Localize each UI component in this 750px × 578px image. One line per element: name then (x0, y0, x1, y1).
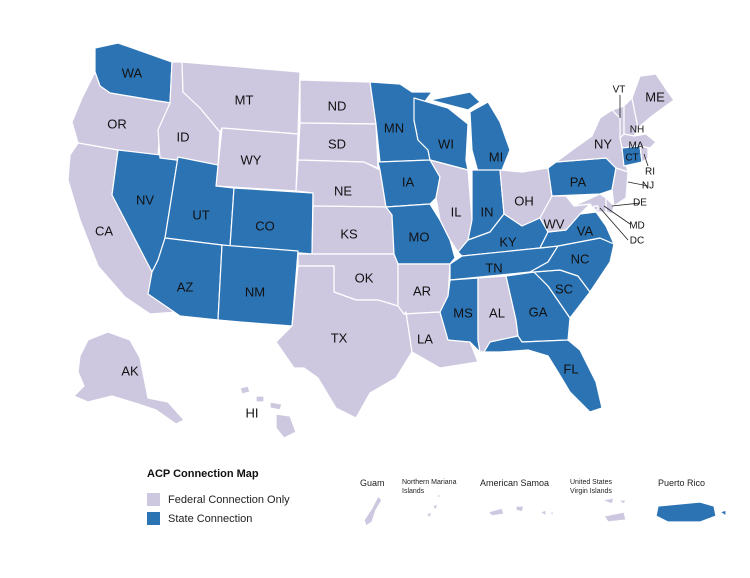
label-az: AZ (177, 279, 194, 294)
label-ri: RI (645, 167, 655, 178)
label-wa: WA (122, 65, 143, 80)
state-dc[interactable] (593, 205, 599, 211)
label-sd: SD (328, 136, 346, 151)
label-wy: WY (241, 152, 262, 167)
label-mn: MN (384, 120, 404, 135)
label-dc: DC (630, 236, 644, 247)
state-hi[interactable] (239, 385, 297, 439)
label-md: MD (629, 221, 645, 232)
state-tx[interactable] (275, 265, 413, 419)
state-nm[interactable] (217, 244, 299, 327)
label-me: ME (645, 89, 665, 104)
label-id: ID (177, 129, 190, 144)
label-nm: NM (245, 284, 265, 299)
state-nc[interactable] (529, 237, 615, 293)
label-ia: IA (402, 174, 415, 189)
label-va: VA (577, 223, 594, 238)
label-ak: AK (121, 363, 139, 378)
state-il[interactable] (429, 159, 473, 253)
label-al: AL (489, 305, 505, 320)
label-wv: WV (544, 216, 565, 231)
label-wi: WI (438, 136, 454, 151)
label-ct: CT (625, 153, 638, 164)
state-ak[interactable] (73, 331, 185, 425)
state-fl[interactable] (483, 335, 603, 413)
label-oh: OH (514, 193, 534, 208)
territories: Guam Northern Mariana Islands American S… (360, 478, 727, 527)
label-ma: MA (629, 141, 644, 152)
label-nc: NC (571, 251, 590, 266)
states-layer (67, 42, 675, 439)
label-fl: FL (563, 361, 578, 376)
label-ca: CA (95, 223, 113, 238)
label-ok: OK (355, 270, 374, 285)
label-la: LA (417, 331, 433, 346)
legend-title: ACP Connection Map (147, 468, 259, 480)
label-ky: KY (499, 234, 517, 249)
legend-label-federal: Federal Connection Only (168, 494, 290, 506)
label-nh: NH (630, 125, 644, 136)
territory-pr-island[interactable] (719, 509, 727, 517)
label-mo: MO (409, 229, 430, 244)
legend-label-state: State Connection (168, 513, 252, 525)
label-in: IN (481, 204, 494, 219)
leader-lines (599, 95, 649, 241)
territory-label-nmi: Northern Mariana Islands (402, 479, 458, 495)
state-mi[interactable] (429, 91, 511, 173)
label-tn: TN (485, 260, 502, 275)
label-hi: HI (246, 405, 259, 420)
label-co: CO (255, 218, 275, 233)
label-ut: UT (192, 207, 209, 222)
label-nj: NJ (642, 181, 654, 192)
territory-as[interactable] (487, 505, 555, 517)
territory-label-pr: Puerto Rico (658, 478, 705, 488)
label-or: OR (107, 116, 127, 131)
territory-label-guam: Guam (360, 478, 385, 488)
label-mt: MT (235, 92, 254, 107)
label-vt: VT (613, 85, 626, 96)
state-labels: WA OR CA NV ID MT WY UT AZ CO NM ND SD N… (95, 65, 665, 420)
label-sc: SC (555, 281, 573, 296)
territory-usvi[interactable] (601, 497, 627, 523)
label-de: DE (633, 198, 647, 209)
label-ks: KS (340, 226, 358, 241)
territory-guam[interactable] (363, 495, 383, 527)
label-ne: NE (334, 183, 352, 198)
label-tx: TX (331, 330, 348, 345)
legend-swatch-state (147, 512, 160, 525)
state-mo[interactable] (385, 203, 456, 265)
label-ms: MS (453, 305, 473, 320)
legend: ACP Connection Map Federal Connection On… (147, 468, 290, 525)
territory-nmi[interactable] (425, 493, 441, 519)
label-ar: AR (413, 283, 431, 298)
label-pa: PA (570, 174, 587, 189)
territory-label-as: American Samoa (480, 478, 549, 488)
state-nj[interactable] (611, 167, 629, 207)
label-ga: GA (529, 304, 548, 319)
legend-swatch-federal (147, 493, 160, 506)
state-nh[interactable] (623, 97, 639, 137)
label-ny: NY (594, 136, 612, 151)
label-il: IL (451, 204, 462, 219)
label-nv: NV (136, 192, 154, 207)
label-nd: ND (328, 98, 347, 113)
state-me[interactable] (631, 73, 675, 129)
label-mi: MI (489, 149, 503, 164)
territory-label-usvi: United States Virgin Islands (570, 479, 614, 495)
territory-pr[interactable] (655, 501, 717, 523)
